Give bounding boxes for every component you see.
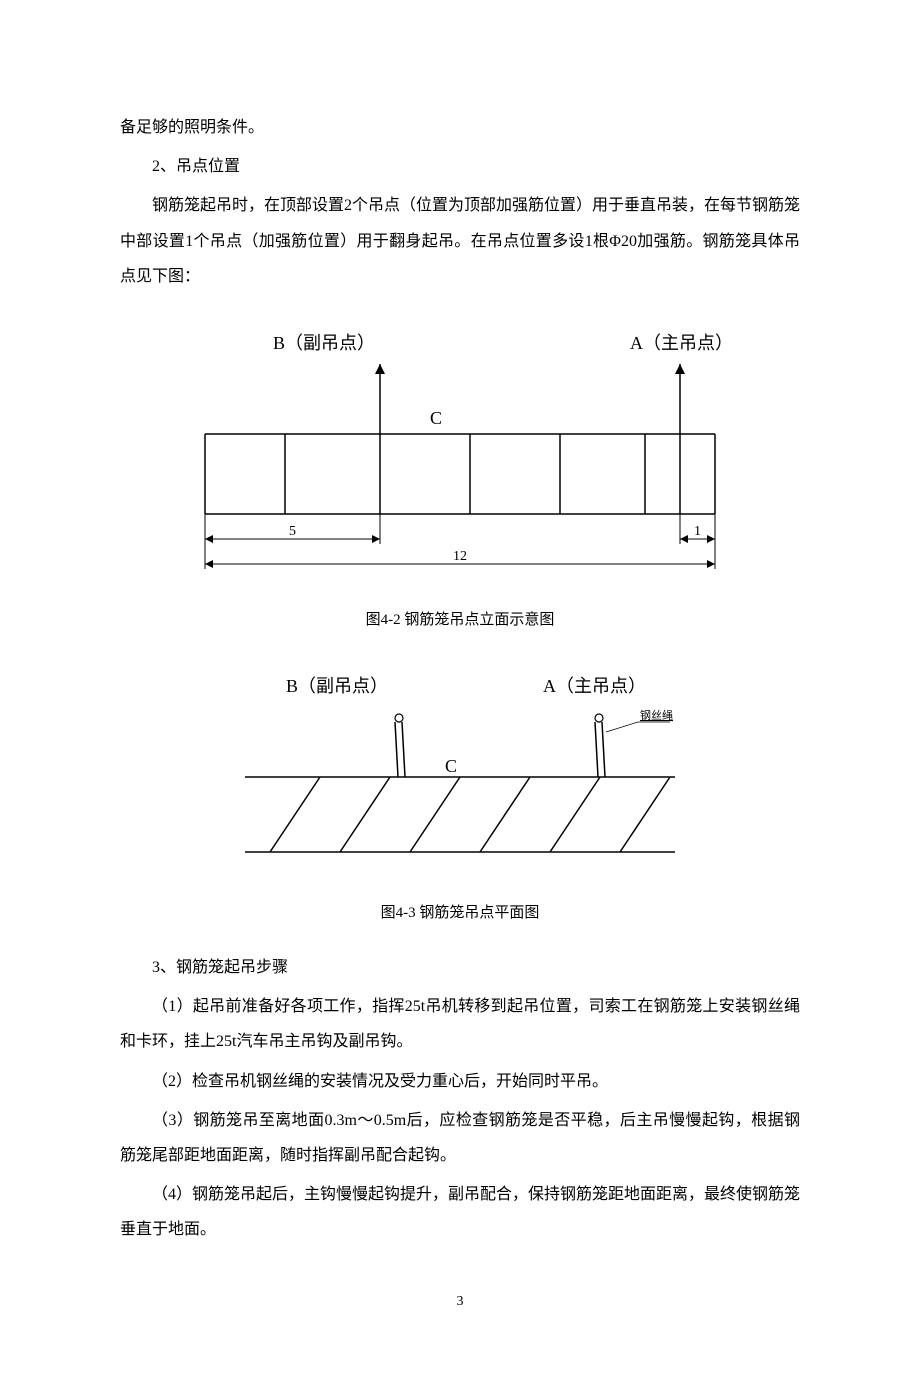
svg-text:1: 1 <box>694 524 701 539</box>
svg-text:A（主吊点）: A（主吊点） <box>630 333 733 353</box>
caption-4-2: 图4-2 钢筋笼吊点立面示意图 <box>120 604 800 637</box>
paragraph-hang-desc: 钢筋笼起吊时，在顶部设置2个吊点（位置为顶部加强筋位置）用于垂直吊装，在每节钢筋… <box>120 188 800 294</box>
svg-text:B（副吊点）: B（副吊点） <box>286 676 388 696</box>
heading-steps: 3、钢筋笼起吊步骤 <box>120 950 800 985</box>
caption-4-3: 图4-3 钢筋笼吊点平面图 <box>120 897 800 930</box>
diagram-plan: B（副吊点） A（主吊点） C 钢丝绳 <box>220 657 700 877</box>
diagram-elevation: B（副吊点） A（主吊点） C 5 1 12 <box>180 314 740 584</box>
svg-text:钢丝绳: 钢丝绳 <box>640 708 673 722</box>
figure-4-3: B（副吊点） A（主吊点） C 钢丝绳 <box>120 657 800 877</box>
step-3: （3）钢筋笼吊至离地面0.3m～0.5m后，应检查钢筋笼是否平稳，后主吊慢慢起钩… <box>120 1103 800 1173</box>
heading-hang-point: 2、吊点位置 <box>120 149 800 184</box>
svg-text:C: C <box>430 408 442 428</box>
step-2: （2）检查吊机钢丝绳的安装情况及受力重心后，开始同时平吊。 <box>120 1064 800 1099</box>
svg-text:B（副吊点）: B（副吊点） <box>273 333 375 353</box>
svg-text:12: 12 <box>453 549 467 564</box>
figure-4-2: B（副吊点） A（主吊点） C 5 1 12 <box>120 314 800 584</box>
paragraph-lighting: 备足够的照明条件。 <box>120 110 800 145</box>
step-4: （4）钢筋笼吊起后，主钩慢慢起钩提升，副吊配合，保持钢筋笼距地面距离，最终使钢筋… <box>120 1177 800 1247</box>
svg-text:A（主吊点）: A（主吊点） <box>543 676 646 696</box>
step-1: （1）起吊前准备好各项工作，指挥25t吊机转移到起吊位置，司索工在钢筋笼上安装钢… <box>120 989 800 1059</box>
svg-text:5: 5 <box>289 524 296 539</box>
svg-text:C: C <box>445 756 457 776</box>
page-number: 3 <box>120 1287 800 1318</box>
